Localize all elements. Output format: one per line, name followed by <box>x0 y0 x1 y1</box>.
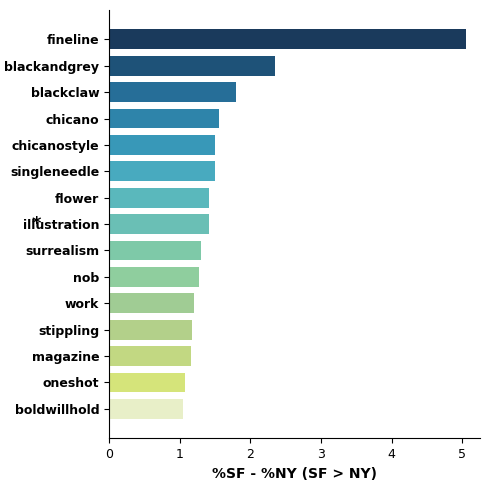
Bar <box>109 241 201 260</box>
Bar <box>109 267 199 287</box>
Bar <box>109 214 209 234</box>
Bar <box>109 135 215 155</box>
Bar <box>109 346 191 366</box>
Bar <box>109 29 466 49</box>
X-axis label: %SF - %NY (SF > NY): %SF - %NY (SF > NY) <box>212 467 377 481</box>
Bar <box>109 293 194 313</box>
Bar <box>109 188 209 208</box>
Text: *: * <box>32 215 42 233</box>
Bar <box>109 373 185 392</box>
Bar <box>109 161 215 181</box>
Bar <box>109 56 275 76</box>
Bar <box>109 109 218 128</box>
Bar <box>109 320 193 340</box>
Bar <box>109 82 236 102</box>
Bar <box>109 399 183 419</box>
